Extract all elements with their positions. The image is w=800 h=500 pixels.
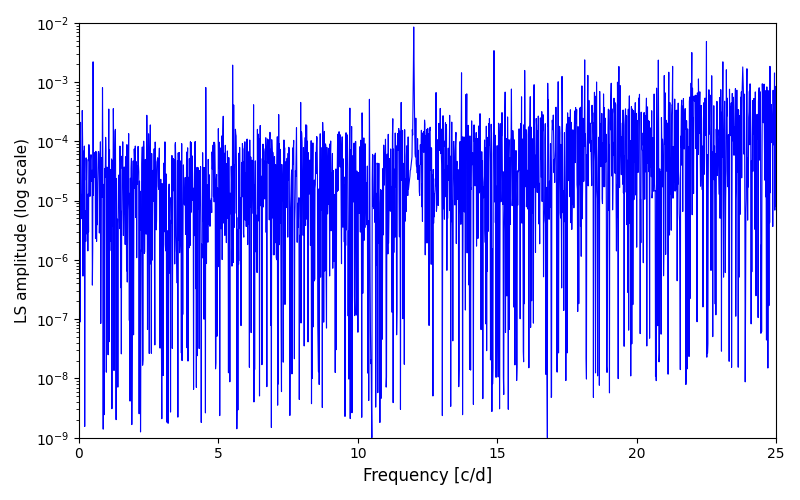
- X-axis label: Frequency [c/d]: Frequency [c/d]: [363, 467, 492, 485]
- Y-axis label: LS amplitude (log scale): LS amplitude (log scale): [15, 138, 30, 323]
